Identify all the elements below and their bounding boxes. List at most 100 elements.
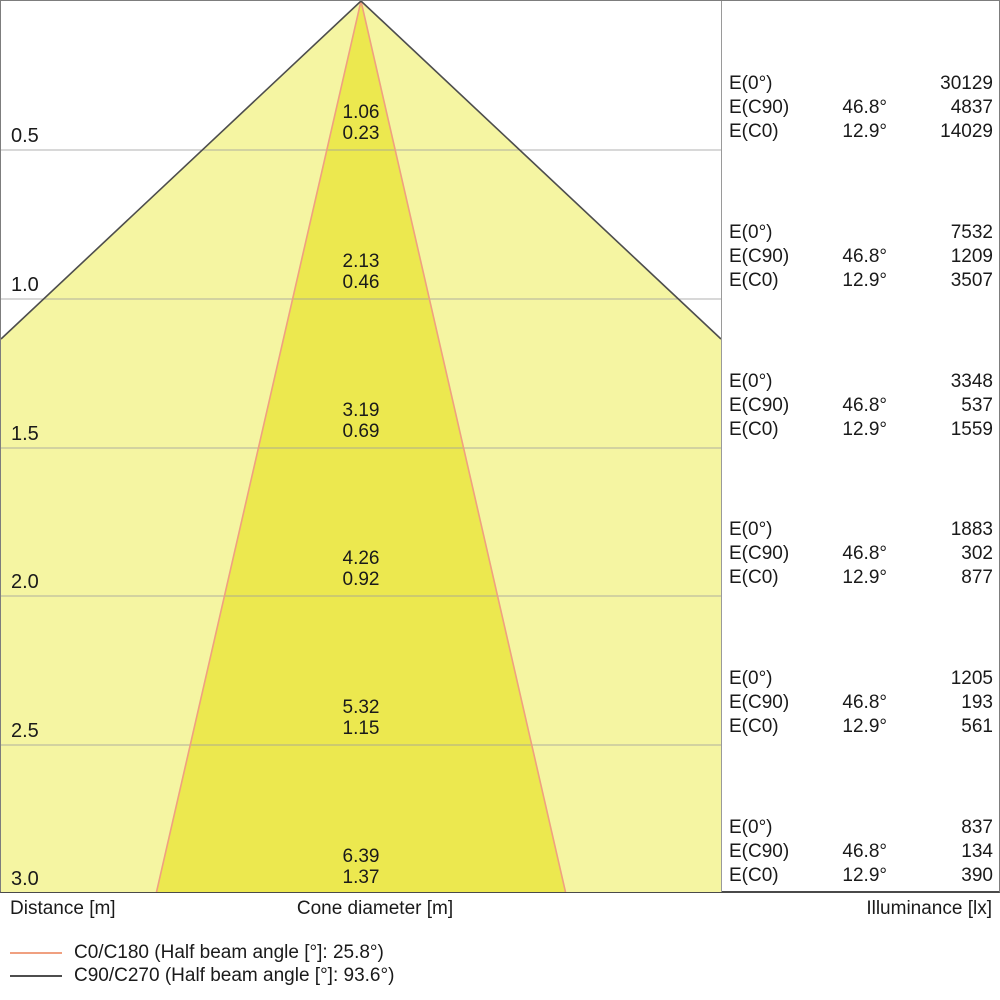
distance-tick: 3.0 <box>11 868 39 890</box>
ec90-value: 4837 <box>950 97 993 118</box>
e0-label: E(0°) <box>729 371 773 392</box>
ec0-angle: 12.9° <box>842 270 887 291</box>
legend-c90-label: C90/C270 (Half beam angle [°]: 93.6°) <box>74 964 395 986</box>
ec0-label: E(C0) <box>729 121 779 142</box>
ec90-angle: 46.8° <box>842 395 887 416</box>
illuminance-axis-label: Illuminance [lx] <box>866 898 992 919</box>
distance-tick: 1.0 <box>11 274 39 296</box>
ec0-angle: 12.9° <box>842 121 887 142</box>
ec0-label: E(C0) <box>729 716 779 737</box>
e0-angle <box>819 370 887 394</box>
e0-angle <box>819 816 887 840</box>
illuminance-row-ec90: E(C90) 46.8° 302 <box>729 542 993 566</box>
ec90-label: E(C90) <box>729 543 790 564</box>
cone-diameter-values: 1.06 0.23 <box>241 102 481 144</box>
cone-diameter-axis-label: Cone diameter [m] <box>296 898 454 919</box>
ec90-angle: 46.8° <box>842 692 887 713</box>
e0-value: 7532 <box>950 222 993 243</box>
distance-tick: 1.5 <box>11 423 39 445</box>
e0-angle <box>819 518 887 542</box>
ec90-angle: 46.8° <box>842 543 887 564</box>
cone-diagram-panel: 0.5 1.06 0.23 E(0°) 30129 E(C90) 46.8° 4… <box>0 0 1000 893</box>
illuminance-row-ec0: E(C0) 12.9° 877 <box>729 566 993 590</box>
ec90-value: 134 <box>961 841 993 862</box>
e0-value: 1205 <box>950 668 993 689</box>
illuminance-block: E(0°) 1883 E(C90) 46.8° 302 E(C0) 12.9° … <box>729 518 993 590</box>
illuminance-block: E(0°) 3348 E(C90) 46.8° 537 E(C0) 12.9° … <box>729 370 993 442</box>
distance-tick: 0.5 <box>11 125 39 147</box>
ec0-angle: 12.9° <box>842 419 887 440</box>
cone-diameter-values: 3.19 0.69 <box>241 400 481 442</box>
illuminance-block: E(0°) 837 E(C90) 46.8° 134 E(C0) 12.9° 3… <box>729 816 993 888</box>
illuminance-row-e0: E(0°) 7532 <box>729 221 993 245</box>
ec90-angle: 46.8° <box>842 246 887 267</box>
illuminance-row-ec0: E(C0) 12.9° 561 <box>729 715 993 739</box>
ec90-label: E(C90) <box>729 395 790 416</box>
illuminance-row-e0: E(0°) 3348 <box>729 370 993 394</box>
e0-value: 1883 <box>950 519 993 540</box>
legend-item-c0: C0/C180 (Half beam angle [°]: 25.8°) <box>10 941 394 964</box>
ec90-angle: 46.8° <box>842 841 887 862</box>
distance-tick: 2.5 <box>11 720 39 742</box>
cone-diameter-c0: 0.69 <box>342 421 380 442</box>
ec90-value: 193 <box>961 692 993 713</box>
e0-label: E(0°) <box>729 222 773 243</box>
ec0-angle: 12.9° <box>842 865 887 886</box>
e0-label: E(0°) <box>729 519 773 540</box>
distance-gridlines <box>1 149 721 746</box>
ec0-value: 561 <box>961 716 993 737</box>
ec90-value: 302 <box>961 543 993 564</box>
ec0-label: E(C0) <box>729 270 779 291</box>
e0-value: 837 <box>961 817 993 838</box>
c90-line-swatch-icon <box>10 974 62 977</box>
illuminance-row-ec0: E(C0) 12.9° 390 <box>729 864 993 888</box>
cone-diameter-c0: 0.46 <box>342 272 380 293</box>
illuminance-block: E(0°) 7532 E(C90) 46.8° 1209 E(C0) 12.9°… <box>729 221 993 293</box>
cone-diameter-c90: 3.19 <box>342 400 380 421</box>
illuminance-row-ec0: E(C0) 12.9° 1559 <box>729 418 993 442</box>
ec0-value: 1559 <box>950 419 993 440</box>
illuminance-row-ec90: E(C90) 46.8° 1209 <box>729 245 993 269</box>
ec90-label: E(C90) <box>729 692 790 713</box>
illuminance-row-ec0: E(C0) 12.9° 3507 <box>729 269 993 293</box>
cone-diameter-values: 4.26 0.92 <box>241 548 481 590</box>
illuminance-block: E(0°) 1205 E(C90) 46.8° 193 E(C0) 12.9° … <box>729 667 993 739</box>
ec90-label: E(C90) <box>729 97 790 118</box>
illuminance-row-e0: E(0°) 30129 <box>729 72 993 96</box>
ec0-value: 3507 <box>950 270 993 291</box>
inner-cone-fill <box>156 1 566 892</box>
illuminance-row-ec90: E(C90) 46.8° 134 <box>729 840 993 864</box>
c0-line-swatch-icon <box>10 951 62 954</box>
e0-label: E(0°) <box>729 817 773 838</box>
e0-label: E(0°) <box>729 668 773 689</box>
c0-beam-edges <box>155 1 567 892</box>
e0-angle <box>819 667 887 691</box>
e0-value: 30129 <box>940 73 993 94</box>
ec90-value: 537 <box>961 395 993 416</box>
cone-diameter-c90: 6.39 <box>342 846 380 867</box>
cone-diameter-c0: 1.37 <box>342 867 380 888</box>
cone-diameter-values: 6.39 1.37 <box>241 846 481 888</box>
illuminance-panel-divider <box>721 1 722 892</box>
distance-tick: 2.0 <box>11 571 39 593</box>
illuminance-block: E(0°) 30129 E(C90) 46.8° 4837 E(C0) 12.9… <box>729 72 993 144</box>
illuminance-row-e0: E(0°) 1883 <box>729 518 993 542</box>
ec0-label: E(C0) <box>729 865 779 886</box>
ec0-value: 14029 <box>940 121 993 142</box>
e0-label: E(0°) <box>729 73 773 94</box>
illuminance-row-ec0: E(C0) 12.9° 14029 <box>729 120 993 144</box>
axis-labels: Distance [m] Cone diameter [m] Illuminan… <box>0 898 1000 922</box>
illuminance-row-ec90: E(C90) 46.8° 193 <box>729 691 993 715</box>
e0-angle <box>819 72 887 96</box>
ec90-label: E(C90) <box>729 841 790 862</box>
ec0-angle: 12.9° <box>842 567 887 588</box>
ec90-label: E(C90) <box>729 246 790 267</box>
ec0-value: 390 <box>961 865 993 886</box>
cone-diameter-c90: 4.26 <box>342 548 380 569</box>
ec90-angle: 46.8° <box>842 97 887 118</box>
illuminance-row-ec90: E(C90) 46.8° 4837 <box>729 96 993 120</box>
illuminance-row-e0: E(0°) 1205 <box>729 667 993 691</box>
light-cone-graphic <box>1 1 721 892</box>
cone-diameter-values: 5.32 1.15 <box>241 697 481 739</box>
e0-angle <box>819 221 887 245</box>
